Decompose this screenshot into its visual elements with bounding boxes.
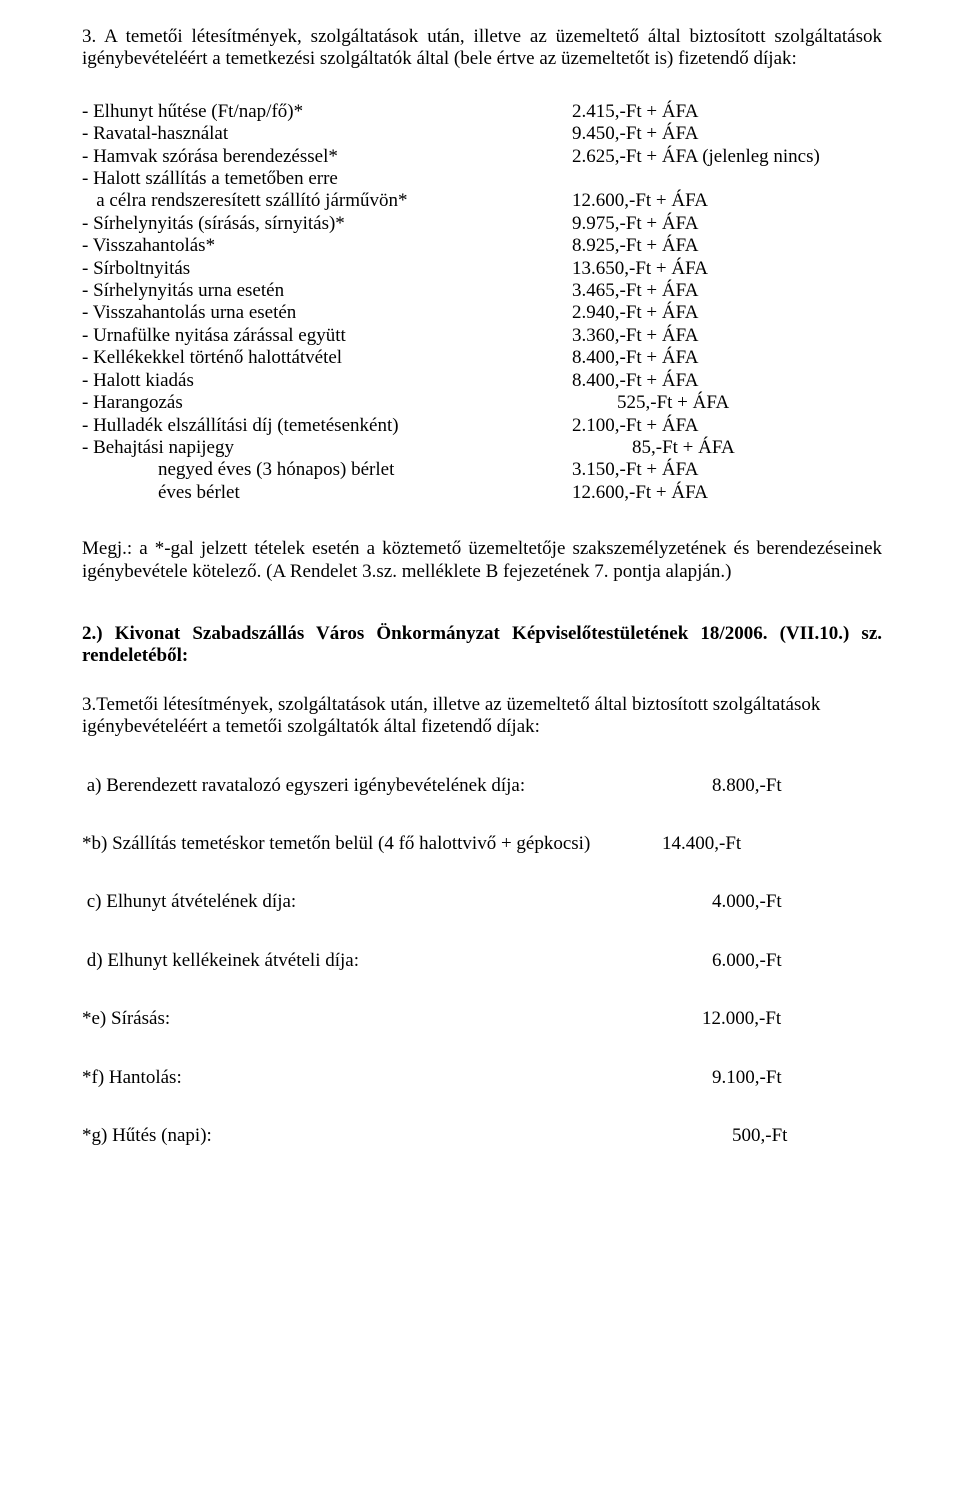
fee-label: *b) Szállítás temetéskor temetőn belül (… (82, 833, 662, 855)
price-value: 2.625,-Ft + ÁFA (jelenleg nincs) (572, 146, 882, 168)
section2-title: 2.) Kivonat Szabadszállás Város Önkormán… (82, 623, 882, 668)
price-row: negyed éves (3 hónapos) bérlet3.150,-Ft … (82, 459, 882, 481)
fee-label: *f) Hantolás: (82, 1067, 712, 1089)
price-label: - Sírhelynyitás urna esetén (82, 280, 572, 302)
price-row: a célra rendszeresített szállító járművö… (82, 190, 882, 212)
price-row: - Halott kiadás8.400,-Ft + ÁFA (82, 370, 882, 392)
price-value: 3.150,-Ft + ÁFA (572, 459, 882, 481)
fee-label: c) Elhunyt átvételének díja: (82, 891, 712, 913)
price-row: - Harangozás525,-Ft + ÁFA (82, 392, 882, 414)
section2-intro: 3.Temetői létesítmények, szolgáltatások … (82, 694, 882, 739)
fee-value: 12.000,-Ft (702, 1008, 882, 1030)
price-label: - Visszahantolás urna esetén (82, 302, 572, 324)
price-value: 8.925,-Ft + ÁFA (572, 235, 882, 257)
price-label: éves bérlet (82, 482, 572, 504)
price-row: - Urnafülke nyitása zárással együtt3.360… (82, 325, 882, 347)
price-label: - Visszahantolás* (82, 235, 572, 257)
section2-fees: a) Berendezett ravatalozó egyszeri igény… (82, 775, 882, 1148)
price-label: - Elhunyt hűtése (Ft/nap/fő)* (82, 101, 572, 123)
price-label: - Hamvak szórása berendezéssel* (82, 146, 572, 168)
fee-row: c) Elhunyt átvételének díja:4.000,-Ft (82, 891, 882, 913)
price-label: - Halott szállítás a temetőben erre (82, 168, 572, 190)
price-value: 85,-Ft + ÁFA (572, 437, 882, 459)
price-label: - Urnafülke nyitása zárással együtt (82, 325, 572, 347)
price-value: 2.415,-Ft + ÁFA (572, 101, 882, 123)
price-label: negyed éves (3 hónapos) bérlet (82, 459, 572, 481)
fee-value: 6.000,-Ft (712, 950, 882, 972)
price-row: éves bérlet12.600,-Ft + ÁFA (82, 482, 882, 504)
fee-row: *f) Hantolás:9.100,-Ft (82, 1067, 882, 1089)
price-value: 8.400,-Ft + ÁFA (572, 347, 882, 369)
price-row: - Elhunyt hűtése (Ft/nap/fő)*2.415,-Ft +… (82, 101, 882, 123)
price-value: 12.600,-Ft + ÁFA (572, 190, 882, 212)
price-value (572, 168, 882, 190)
price-label: - Hulladék elszállítási díj (temetésenké… (82, 415, 572, 437)
intro-text: 3. (82, 26, 96, 47)
fee-row: d) Elhunyt kellékeinek átvételi díja:6.0… (82, 950, 882, 972)
price-label: - Sírboltnyitás (82, 258, 572, 280)
price-value: 2.940,-Ft + ÁFA (572, 302, 882, 324)
price-label: - Sírhelynyitás (sírásás, sírnyitás)* (82, 213, 572, 235)
intro-body: A temetői létesítmények, szolgáltatások … (82, 26, 882, 69)
price-value: 9.450,-Ft + ÁFA (572, 123, 882, 145)
price-value: 8.400,-Ft + ÁFA (572, 370, 882, 392)
fee-value: 500,-Ft (712, 1125, 882, 1147)
fee-value: 4.000,-Ft (712, 891, 882, 913)
fee-row: *b) Szállítás temetéskor temetőn belül (… (82, 833, 882, 855)
price-value: 12.600,-Ft + ÁFA (572, 482, 882, 504)
price-label: - Behajtási napijegy (82, 437, 572, 459)
price-value: 3.360,-Ft + ÁFA (572, 325, 882, 347)
price-row: - Sírboltnyitás13.650,-Ft + ÁFA (82, 258, 882, 280)
price-row: - Halott szállítás a temetőben erre (82, 168, 882, 190)
price-row: - Hamvak szórása berendezéssel*2.625,-Ft… (82, 146, 882, 168)
price-label: - Ravatal-használat (82, 123, 572, 145)
fee-value: 14.400,-Ft (662, 833, 882, 855)
price-label: - Harangozás (82, 392, 572, 414)
price-label: - Halott kiadás (82, 370, 572, 392)
fee-value: 9.100,-Ft (712, 1067, 882, 1089)
price-value: 9.975,-Ft + ÁFA (572, 213, 882, 235)
fee-row: a) Berendezett ravatalozó egyszeri igény… (82, 775, 882, 797)
fee-label: *g) Hűtés (napi): (82, 1125, 712, 1147)
fee-row: *g) Hűtés (napi):500,-Ft (82, 1125, 882, 1147)
price-label: a célra rendszeresített szállító járművö… (82, 190, 572, 212)
fee-label: d) Elhunyt kellékeinek átvételi díja: (82, 950, 712, 972)
price-list: - Elhunyt hűtése (Ft/nap/fő)*2.415,-Ft +… (82, 101, 882, 504)
price-label: - Kellékekkel történő halottátvétel (82, 347, 572, 369)
price-row: - Ravatal-használat9.450,-Ft + ÁFA (82, 123, 882, 145)
intro-paragraph: 3. A temetői létesítmények, szolgáltatás… (82, 26, 882, 71)
price-row: - Kellékekkel történő halottátvétel8.400… (82, 347, 882, 369)
price-row: - Visszahantolás*8.925,-Ft + ÁFA (82, 235, 882, 257)
price-value: 13.650,-Ft + ÁFA (572, 258, 882, 280)
fee-value: 8.800,-Ft (712, 775, 882, 797)
price-value: 525,-Ft + ÁFA (572, 392, 882, 414)
price-row: - Sírhelynyitás (sírásás, sírnyitás)*9.9… (82, 213, 882, 235)
note-paragraph: Megj.: a *-gal jelzett tételek esetén a … (82, 538, 882, 583)
price-value: 2.100,-Ft + ÁFA (572, 415, 882, 437)
price-row: - Visszahantolás urna esetén2.940,-Ft + … (82, 302, 882, 324)
price-row: - Behajtási napijegy85,-Ft + ÁFA (82, 437, 882, 459)
price-row: - Sírhelynyitás urna esetén3.465,-Ft + Á… (82, 280, 882, 302)
fee-label: *e) Sírásás: (82, 1008, 702, 1030)
fee-row: *e) Sírásás:12.000,-Ft (82, 1008, 882, 1030)
price-value: 3.465,-Ft + ÁFA (572, 280, 882, 302)
price-row: - Hulladék elszállítási díj (temetésenké… (82, 415, 882, 437)
fee-label: a) Berendezett ravatalozó egyszeri igény… (82, 775, 712, 797)
